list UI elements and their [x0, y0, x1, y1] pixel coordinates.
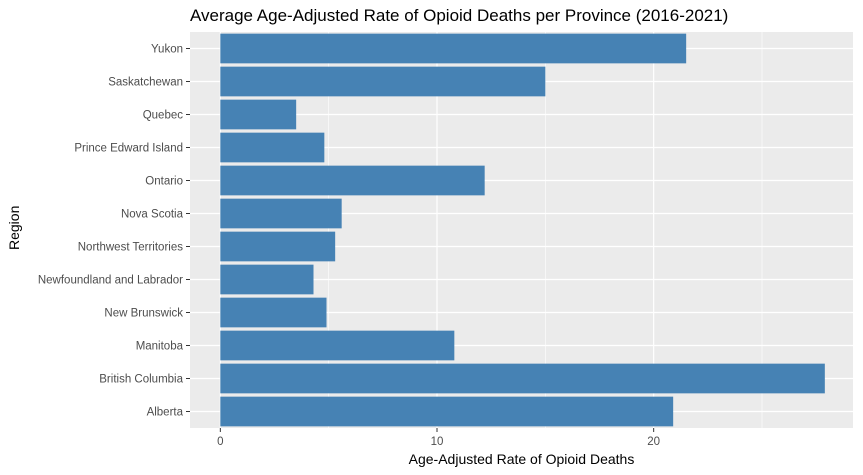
bar — [220, 231, 336, 262]
x-axis-label: Age-Adjusted Rate of Opioid Deaths — [408, 451, 635, 467]
x-tick-label: 20 — [647, 436, 660, 448]
bar — [220, 297, 327, 328]
bar — [220, 198, 342, 229]
bar — [220, 165, 485, 196]
y-tick-label: Newfoundland and Labrador — [38, 275, 183, 287]
bar — [220, 99, 297, 130]
y-tick-label: Quebec — [143, 110, 184, 122]
x-tick-label: 0 — [217, 436, 223, 448]
x-tick-label: 10 — [431, 436, 444, 448]
panel-background — [190, 32, 853, 428]
y-tick-label: Ontario — [145, 176, 183, 188]
bar — [220, 330, 455, 361]
bar — [220, 33, 687, 64]
y-tick-label: Saskatchewan — [108, 77, 183, 89]
bar — [220, 396, 674, 427]
y-tick-label: Yukon — [151, 44, 183, 56]
y-tick-label: New Brunswick — [104, 308, 183, 320]
y-tick-label: Prince Edward Island — [74, 143, 183, 155]
y-tick-label: Northwest Territories — [78, 242, 183, 254]
chart-title: Average Age-Adjusted Rate of Opioid Deat… — [190, 6, 729, 25]
y-tick-label: Nova Scotia — [121, 209, 184, 221]
bar — [220, 264, 314, 295]
bar — [220, 363, 825, 394]
y-tick-label: British Columbia — [99, 374, 183, 386]
y-tick-label: Manitoba — [136, 341, 184, 353]
bar — [220, 132, 325, 163]
bar — [220, 66, 546, 97]
y-tick-label: Alberta — [147, 407, 184, 419]
y-axis-label: Region — [6, 205, 22, 250]
